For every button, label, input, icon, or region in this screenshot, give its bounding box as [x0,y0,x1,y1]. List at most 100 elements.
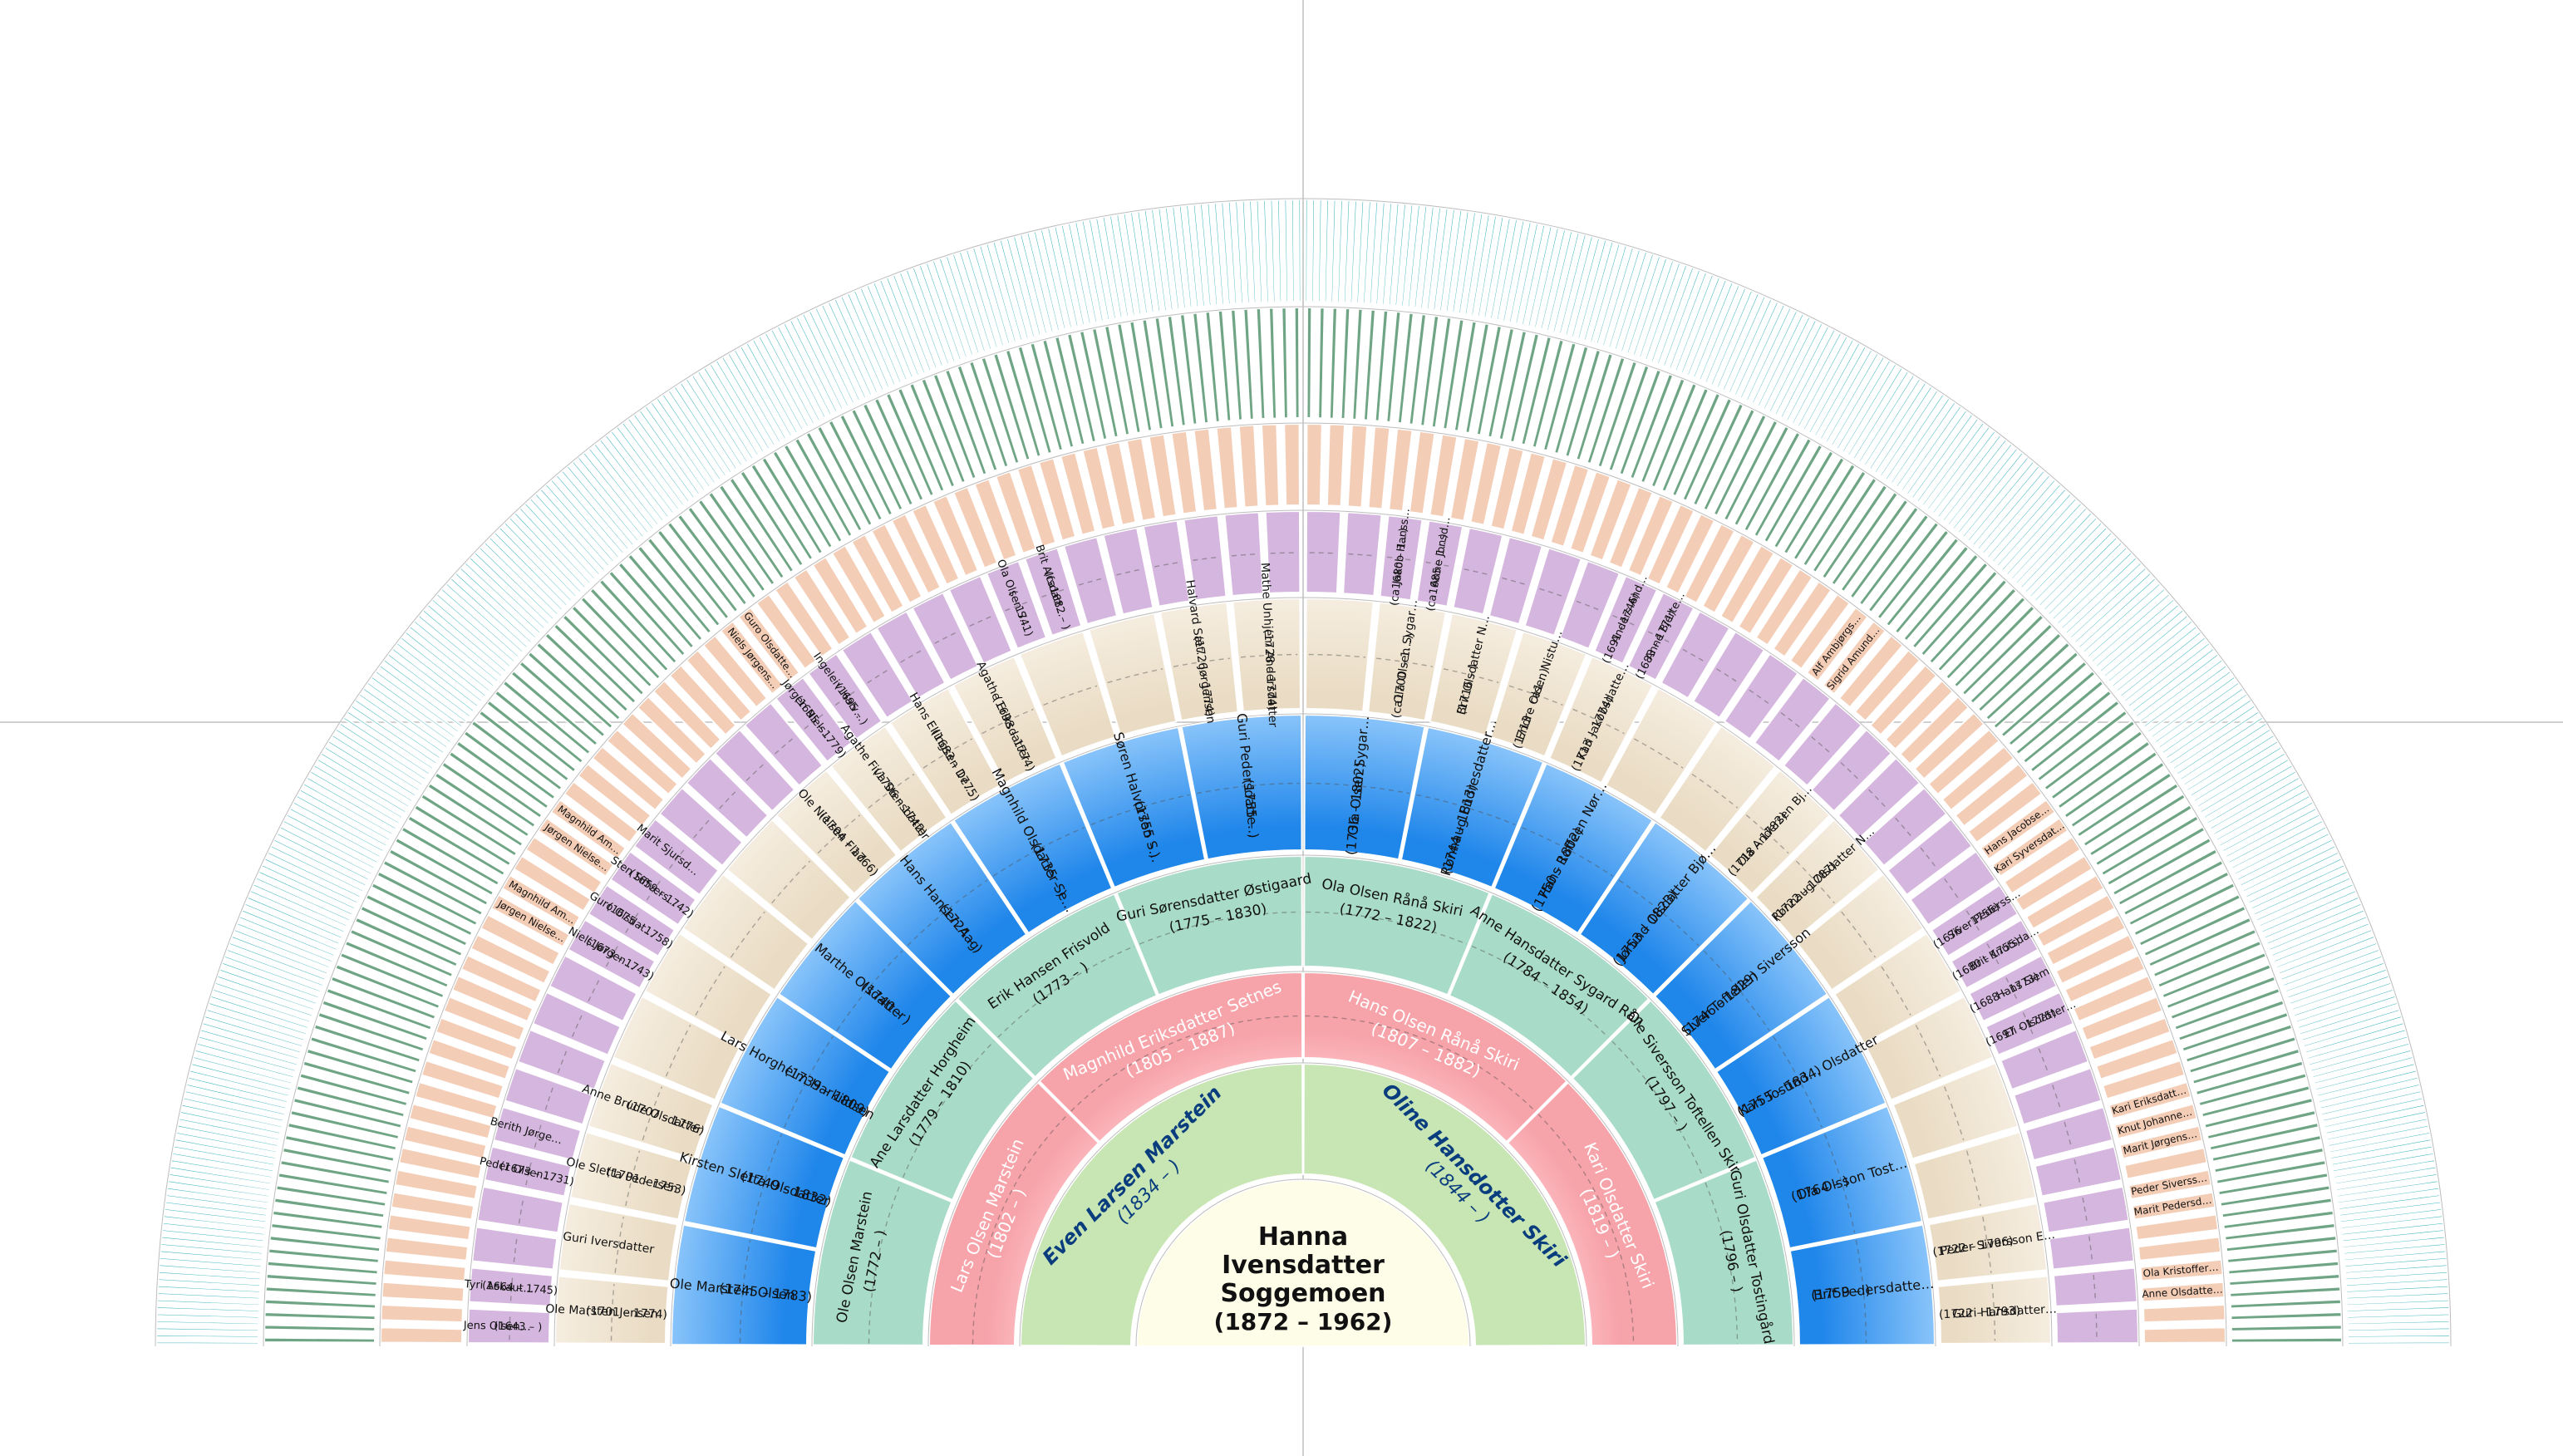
gen9-cell-346[interactable] [1852,370,1911,460]
gen9-cell-306[interactable] [1619,253,1655,353]
gen9-cell-445[interactable] [2260,888,2358,934]
gen6-cell-28[interactable] [1142,519,1191,607]
gen9-cell-364[interactable] [1946,442,2014,527]
gen9-cell-389[interactable] [2064,561,2143,635]
gen6-cell-30[interactable] [1223,511,1264,598]
gen9-cell-466[interactable] [2305,1028,2408,1060]
gen8-cell-124[interactable] [1255,307,1267,421]
gen8-cell-102[interactable] [980,356,1021,465]
gen9-cell-349[interactable] [1867,381,1928,471]
gen8-cell-75[interactable] [676,513,749,607]
gen8-cell-114[interactable] [1129,320,1154,432]
gen9-cell-84[interactable] [305,775,398,831]
gen8-cell-6[interactable] [266,1260,379,1276]
gen8-cell-147[interactable] [1520,335,1553,446]
gen8-cell-20[interactable] [295,1085,406,1119]
gen9-cell-325[interactable] [1733,300,1780,397]
gen9-cell-262[interactable] [1342,199,1351,304]
gen9-cell-285[interactable] [1488,217,1512,320]
gen9-cell-43[interactable] [195,1041,298,1073]
gen9-cell-163[interactable] [684,377,744,468]
gen8-cell-173[interactable] [1792,463,1857,562]
gen7-cell-107[interactable] [2035,893,2117,948]
gen9-cell-511[interactable] [2346,1340,2452,1345]
gen6-cell-26[interactable] [1062,535,1119,626]
gen9-cell-198[interactable] [904,268,945,368]
gen9-cell-404[interactable] [2127,641,2211,709]
gen8-cell-203[interactable] [2043,719,2137,792]
gen3-cell-7[interactable] [1653,1158,1795,1346]
gen5-cell-29[interactable] [1912,1130,2038,1221]
gen8-cell-116[interactable] [1154,316,1176,429]
gen6-cell-35[interactable] [1415,519,1464,607]
gen8-cell-189[interactable] [1936,587,2018,673]
gen5-cell-18[interactable] [1429,612,1519,737]
gen9-cell-32[interactable] [177,1117,281,1142]
gen7-cell-1[interactable] [380,1303,465,1324]
gen7-cell-105[interactable] [2014,854,2094,912]
gen9-cell-375[interactable] [2000,492,2073,573]
gen8-cell-50[interactable] [455,740,550,810]
gen9-cell-187[interactable] [833,298,879,395]
gen7-cell-109[interactable] [2054,933,2137,985]
gen9-cell-24[interactable] [168,1172,272,1193]
gen7-cell-75[interactable] [1529,457,1569,542]
gen9-cell-430[interactable] [2218,794,2311,848]
gen8-cell-7[interactable] [267,1247,381,1264]
gen7-cell-22[interactable] [512,854,593,912]
gen6-cell-57[interactable] [2012,1066,2103,1126]
gen5-cell-8[interactable] [775,769,898,895]
gen7-cell-54[interactable] [1081,445,1117,531]
gen8-cell-148[interactable] [1531,338,1565,449]
gen9-cell-492[interactable] [2339,1207,2443,1224]
gen7-cell-61[interactable] [1237,424,1260,509]
gen6-cell-54[interactable] [1968,954,2059,1023]
gen9-cell-73[interactable] [269,844,365,893]
gen7-cell-99[interactable] [1941,745,2015,812]
gen8-cell-48[interactable] [440,760,537,829]
gen7-cell-92[interactable] [1837,634,1905,709]
gen9-cell-483[interactable] [2330,1144,2434,1167]
gen8-cell-103[interactable] [992,352,1031,462]
gen9-cell-394[interactable] [2086,587,2167,659]
gen5-cell-22[interactable] [1658,725,1777,853]
gen9-cell-169[interactable] [720,355,777,447]
gen9-cell-427[interactable] [2208,775,2301,831]
gen7-cell-117[interactable] [2113,1103,2198,1140]
gen9-cell-265[interactable] [1362,200,1372,305]
gen8-cell-18[interactable] [289,1109,401,1141]
gen7-cell-52[interactable] [1037,457,1077,542]
gen9-cell-55[interactable] [220,961,320,1000]
gen8-cell-94[interactable] [884,391,936,498]
gen8-cell-199[interactable] [2014,679,2105,756]
gen9-cell-328[interactable] [1750,309,1799,406]
gen8-cell-212[interactable] [2099,814,2200,878]
gen9-cell-335[interactable] [1790,332,1843,425]
gen8-cell-200[interactable] [2021,689,2113,765]
gen7-cell-48[interactable] [952,485,999,569]
gen9-cell-233[interactable] [1143,209,1162,313]
gen9-cell-470[interactable] [2312,1055,2415,1085]
gen4-cell-15[interactable] [1788,1223,1936,1346]
gen9-cell-276[interactable] [1432,207,1449,312]
gen9-cell-355[interactable] [1900,405,1963,493]
gen9-cell-37[interactable] [184,1082,288,1110]
gen7-cell-122[interactable] [2134,1213,2220,1242]
gen9-cell-244[interactable] [1220,201,1232,306]
gen9-cell-102[interactable] [373,669,460,734]
gen9-cell-100[interactable] [366,681,453,745]
gen9-cell-481[interactable] [2328,1130,2432,1154]
gen8-cell-165[interactable] [1712,413,1768,517]
gen9-cell-454[interactable] [2281,947,2381,988]
gen9-cell-261[interactable] [1336,199,1344,303]
gen9-cell-115[interactable] [430,598,512,669]
gen9-cell-249[interactable] [1255,199,1264,304]
gen8-cell-31[interactable] [338,951,445,1000]
gen9-cell-206[interactable] [957,250,993,352]
gen9-cell-359[interactable] [1921,421,1986,508]
gen9-cell-146[interactable] [587,446,655,531]
gen8-cell-205[interactable] [2056,740,2152,810]
gen9-cell-216[interactable] [1026,231,1055,334]
gen7-cell-76[interactable] [1549,463,1591,548]
gen8-cell-175[interactable] [1811,476,1878,574]
